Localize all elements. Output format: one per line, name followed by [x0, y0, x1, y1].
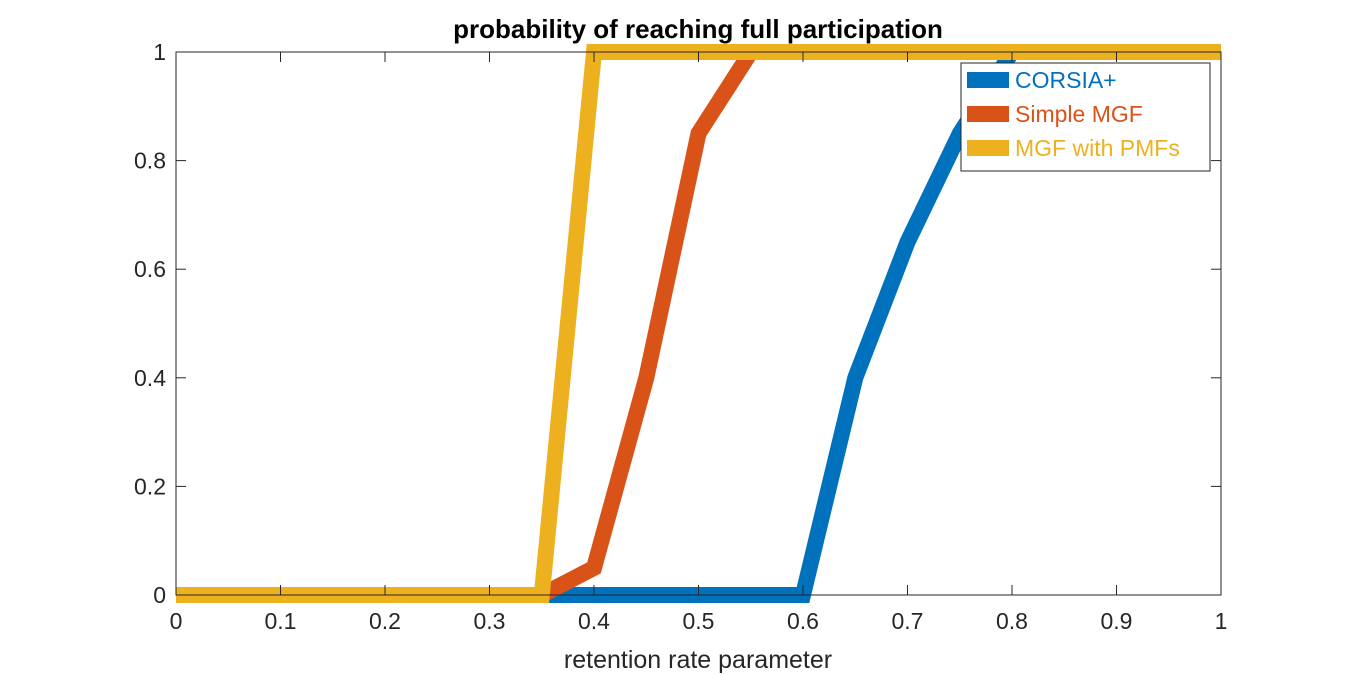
chart-title: probability of reaching full participati… — [453, 14, 943, 44]
legend-label-2: Simple MGF — [1015, 101, 1143, 127]
y-tick-label: 1 — [153, 39, 166, 65]
y-axis-ticks: 0 0.2 0.4 0.6 0.8 1 — [134, 39, 1221, 608]
x-tick-label: 0.7 — [892, 608, 924, 634]
x-tick-label: 0.8 — [996, 608, 1028, 634]
legend-label-3: MGF with PMFs — [1015, 135, 1180, 161]
x-tick-label: 0.6 — [787, 608, 819, 634]
x-tick-label: 0.9 — [1101, 608, 1133, 634]
x-tick-label: 0.4 — [578, 608, 610, 634]
y-tick-label: 0.4 — [134, 365, 166, 391]
x-tick-label: 0.1 — [265, 608, 297, 634]
x-tick-label: 1 — [1215, 608, 1228, 634]
y-tick-label: 0.2 — [134, 473, 166, 499]
x-tick-label: 0 — [170, 608, 183, 634]
y-tick-label: 0 — [153, 582, 166, 608]
x-axis-ticks: 0 0.1 0.2 0.3 0.4 0.5 0.6 0.7 0.8 0.9 1 — [170, 52, 1228, 634]
x-tick-label: 0.5 — [683, 608, 715, 634]
legend: CORSIA+ Simple MGF MGF with PMFs — [960, 62, 1211, 172]
x-axis-label: retention rate parameter — [564, 646, 832, 674]
x-tick-label: 0.2 — [369, 608, 401, 634]
y-tick-label: 0.6 — [134, 256, 166, 282]
y-tick-label: 0.8 — [134, 148, 166, 174]
legend-label-1: CORSIA+ — [1015, 67, 1117, 93]
x-tick-label: 0.3 — [474, 608, 506, 634]
